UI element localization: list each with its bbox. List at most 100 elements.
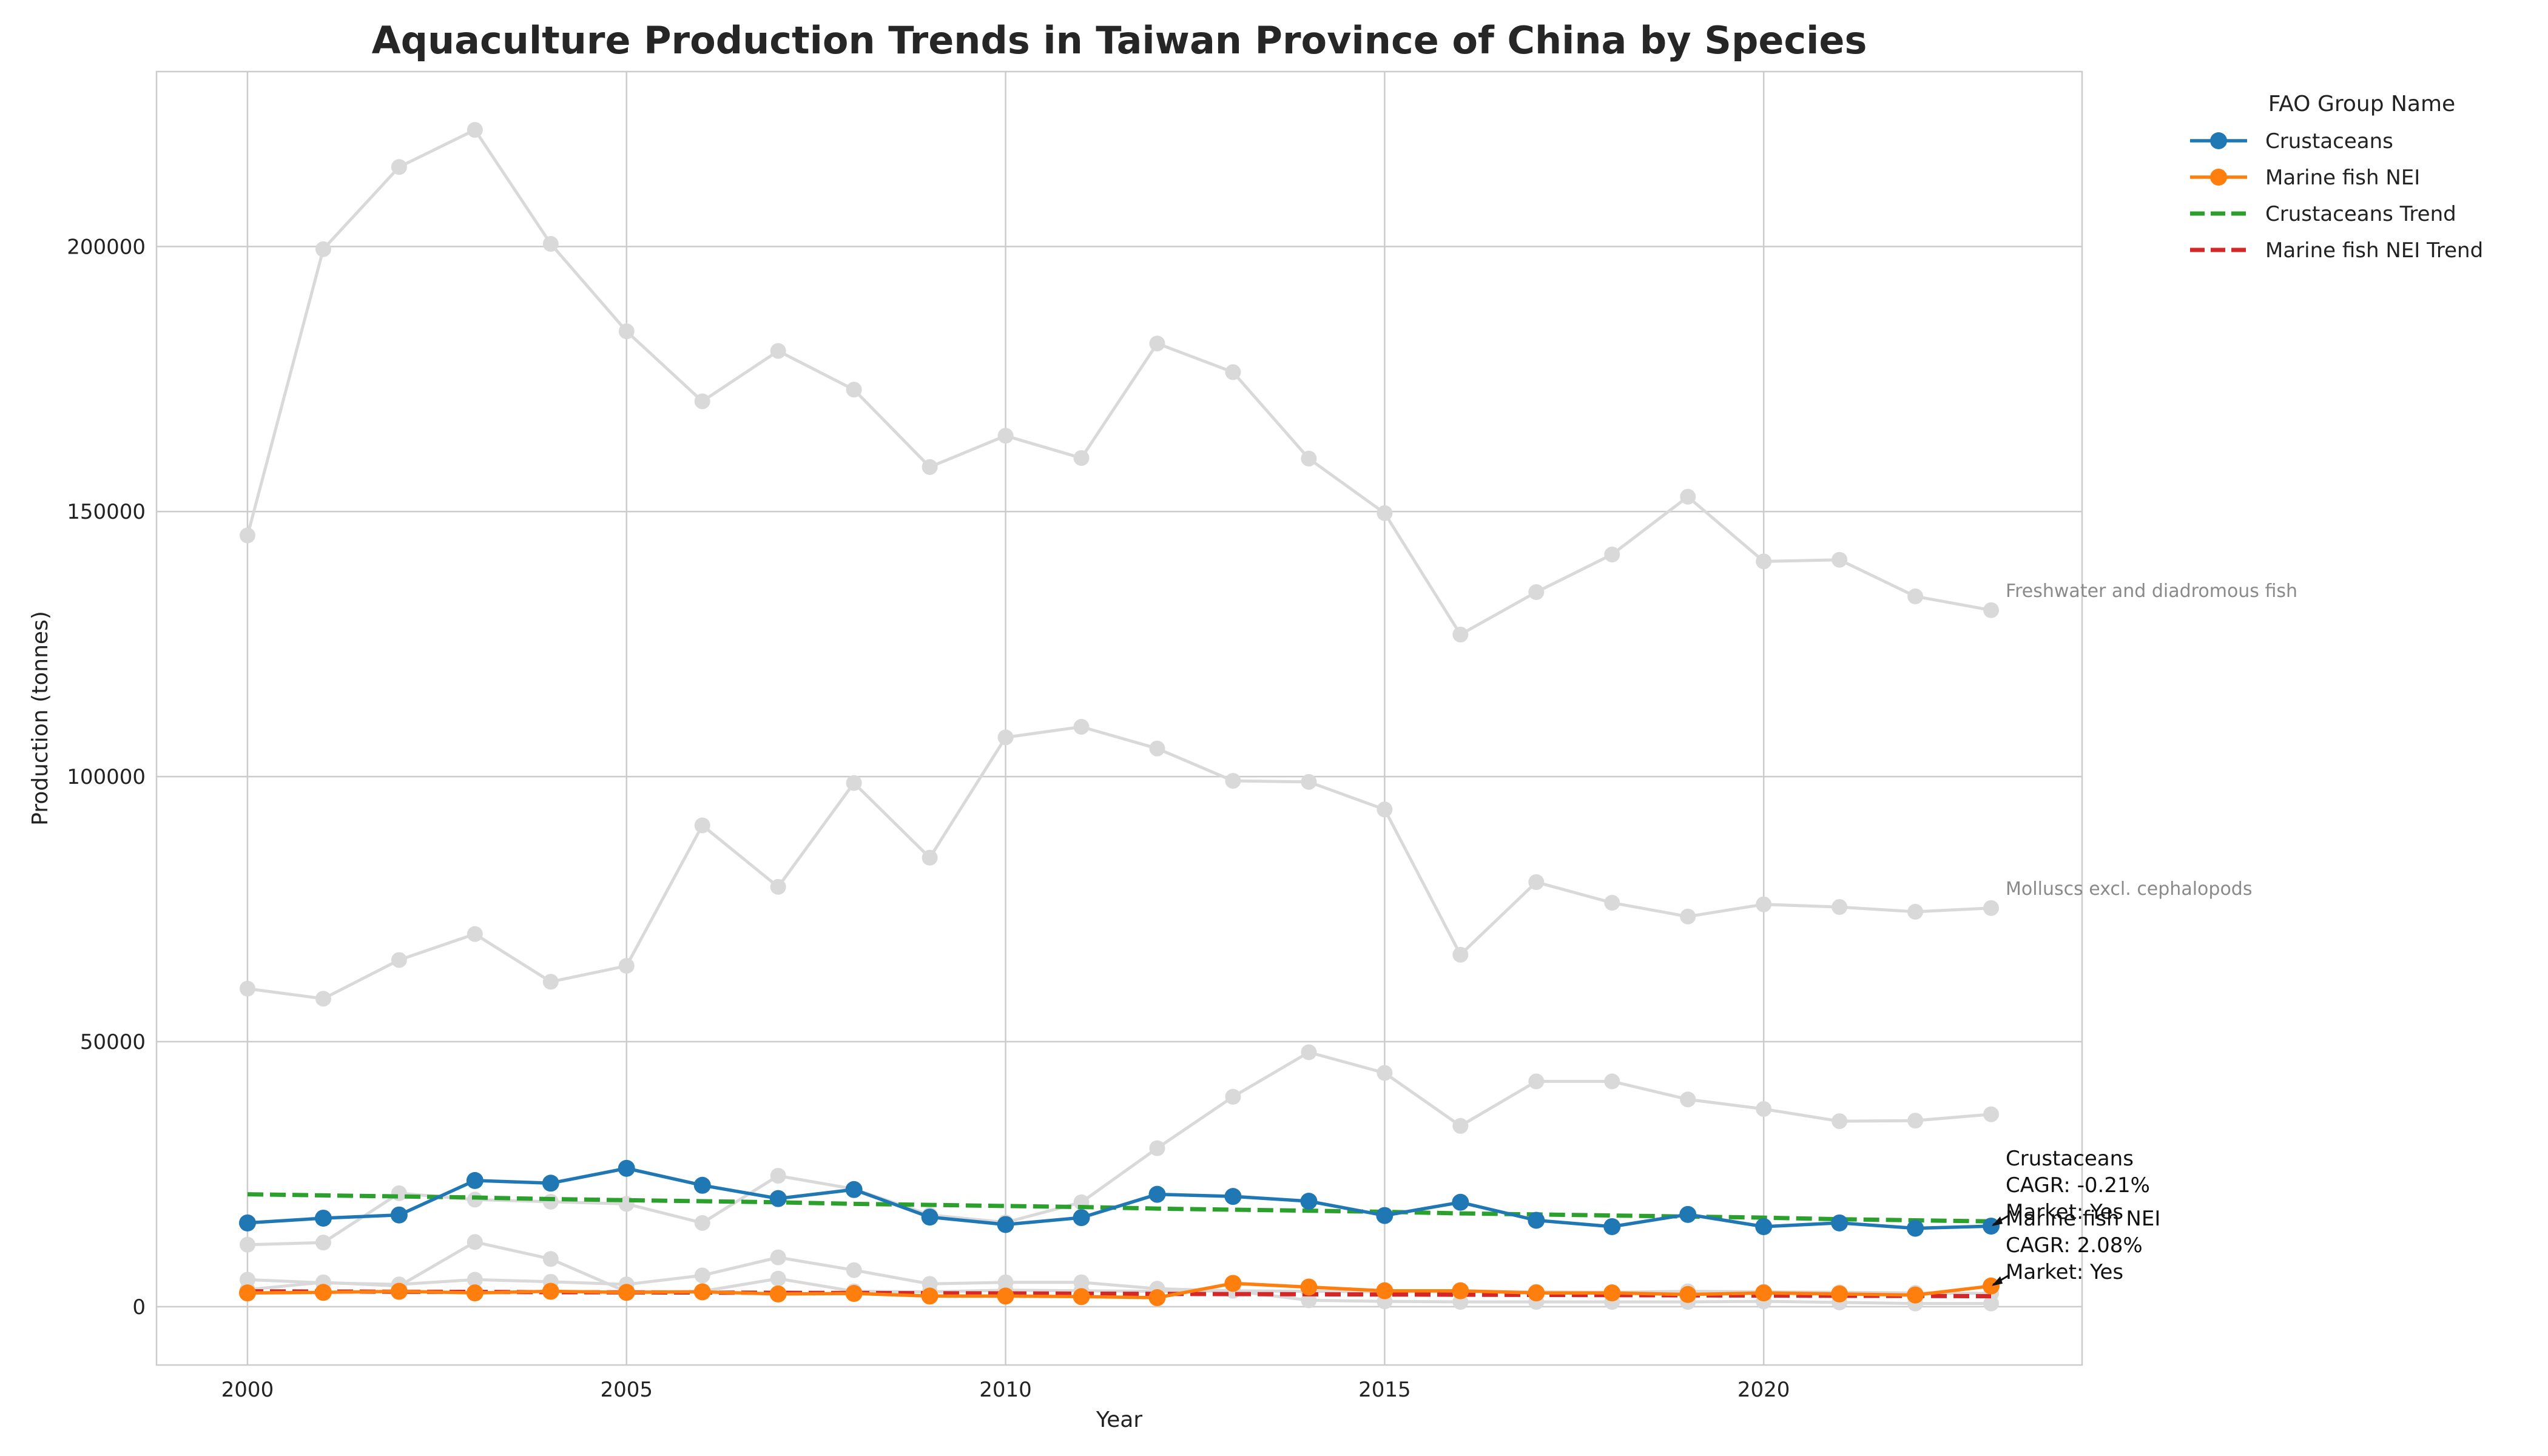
background-series-point bbox=[1528, 584, 1545, 601]
data-point-crustaceans-2006 bbox=[693, 1176, 711, 1194]
background-series-point bbox=[1225, 1088, 1241, 1105]
data-point-crustaceans-2008 bbox=[845, 1181, 863, 1198]
background-series-point bbox=[1073, 718, 1090, 735]
background-series-point bbox=[1452, 946, 1469, 963]
background-series-point bbox=[694, 393, 710, 410]
data-point-crustaceans-2012 bbox=[1148, 1185, 1166, 1203]
highlighted-series bbox=[238, 1159, 2000, 1307]
x-tick-label-2005: 2005 bbox=[600, 1378, 653, 1402]
background-series-point bbox=[542, 1193, 559, 1210]
data-point-marine-fish-nei-2008 bbox=[845, 1285, 863, 1303]
data-point-marine-fish-nei-2023 bbox=[1983, 1277, 2000, 1295]
annotation-line-2: CAGR: -0.21% bbox=[2006, 1173, 2150, 1198]
background-series-point bbox=[997, 729, 1014, 746]
data-point-crustaceans-2018 bbox=[1603, 1218, 1621, 1235]
data-point-marine-fish-nei-2009 bbox=[921, 1287, 939, 1305]
legend: FAO Group Name Crustaceans Marine fish NE… bbox=[2190, 92, 2483, 263]
background-series-point bbox=[1907, 903, 1924, 920]
series-crustaceans bbox=[238, 1159, 2000, 1237]
annotation-line-1: Marine fish NEI bbox=[2006, 1207, 2160, 1231]
data-point-marine-fish-nei-2013 bbox=[1224, 1275, 1242, 1292]
gridlines bbox=[157, 72, 2082, 1365]
background-series-point bbox=[694, 1215, 710, 1231]
background-series-point bbox=[1604, 547, 1620, 563]
data-point-crustaceans-2000 bbox=[238, 1214, 256, 1232]
background-series-point bbox=[1680, 488, 1696, 505]
annotation-arrowhead bbox=[1992, 1276, 2003, 1286]
data-point-crustaceans-2011 bbox=[1073, 1209, 1090, 1227]
background-series-point bbox=[1377, 801, 1393, 818]
x-tick-label-2000: 2000 bbox=[221, 1378, 274, 1402]
background-series-point bbox=[846, 1262, 862, 1278]
legend-label: Crustaceans bbox=[2265, 129, 2393, 153]
background-series-point bbox=[618, 958, 635, 974]
background-series-point bbox=[1301, 774, 1317, 790]
background-series-point bbox=[467, 1272, 483, 1288]
background-series-label-molluscs-excl-cephalopods: Molluscs excl. cephalopods bbox=[2006, 878, 2252, 900]
series-marine-fish-nei bbox=[238, 1275, 2000, 1307]
background-series-point bbox=[391, 952, 407, 968]
data-point-crustaceans-2015 bbox=[1376, 1207, 1394, 1224]
background-series-point bbox=[922, 849, 938, 866]
y-tick-label-150000: 150000 bbox=[67, 500, 146, 524]
background-series-point bbox=[1756, 1100, 1772, 1117]
background-series-point bbox=[1604, 895, 1620, 911]
background-series-point bbox=[770, 1249, 786, 1266]
background-series-point bbox=[770, 1270, 786, 1287]
data-point-crustaceans-2021 bbox=[1831, 1214, 1849, 1232]
legend-label: Marine fish NEI Trend bbox=[2265, 238, 2483, 263]
background-series-point bbox=[239, 980, 255, 997]
data-point-marine-fish-nei-2005 bbox=[618, 1284, 635, 1301]
background-series-point bbox=[315, 1235, 331, 1251]
background-series-point bbox=[1756, 896, 1772, 912]
background-series-point bbox=[1452, 626, 1469, 642]
data-point-crustaceans-2017 bbox=[1528, 1212, 1545, 1229]
background-series-1 bbox=[239, 122, 2000, 642]
background-series-point bbox=[694, 1267, 710, 1284]
background-series-point bbox=[1225, 773, 1241, 789]
background-series-point bbox=[315, 991, 331, 1007]
background-series-line bbox=[247, 1256, 1991, 1306]
x-tick-label-2020: 2020 bbox=[1737, 1378, 1790, 1402]
background-series-point bbox=[467, 926, 483, 942]
background-series-point bbox=[846, 382, 862, 398]
y-tick-label-100000: 100000 bbox=[67, 765, 146, 789]
data-point-marine-fish-nei-2012 bbox=[1148, 1289, 1166, 1307]
background-series-point bbox=[1983, 1106, 2000, 1122]
plot-background bbox=[157, 72, 2082, 1365]
background-series-2 bbox=[239, 718, 2000, 1007]
annotation-line-2: CAGR: 2.08% bbox=[2006, 1233, 2143, 1258]
x-tick-label-2010: 2010 bbox=[979, 1378, 1032, 1402]
y-tick-label-50000: 50000 bbox=[80, 1030, 146, 1054]
data-point-marine-fish-nei-2001 bbox=[314, 1284, 332, 1301]
background-series-point bbox=[770, 1168, 786, 1184]
y-tick-label-200000: 200000 bbox=[67, 235, 146, 259]
data-point-crustaceans-2002 bbox=[390, 1206, 408, 1224]
data-point-marine-fish-nei-2006 bbox=[693, 1283, 711, 1301]
background-series-point bbox=[542, 235, 559, 252]
background-series-line bbox=[247, 1240, 1992, 1295]
background-series-point bbox=[770, 343, 786, 359]
data-point-marine-fish-nei-2007 bbox=[769, 1285, 787, 1303]
background-series-point bbox=[922, 459, 938, 475]
data-point-crustaceans-2004 bbox=[542, 1175, 559, 1192]
plot-frame bbox=[155, 70, 2083, 1366]
data-point-marine-fish-nei-2000 bbox=[238, 1284, 256, 1302]
annotation-line-3: Market: Yes bbox=[2006, 1260, 2123, 1284]
background-series-point bbox=[1452, 1117, 1469, 1134]
annotation-line-3: Market: Yes bbox=[2006, 1200, 2123, 1224]
data-point-crustaceans-2019 bbox=[1679, 1205, 1697, 1223]
background-series-3 bbox=[239, 1044, 2000, 1253]
data-point-marine-fish-nei-2014 bbox=[1300, 1278, 1318, 1296]
data-point-crustaceans-2007 bbox=[769, 1190, 787, 1207]
data-point-marine-fish-nei-2019 bbox=[1679, 1286, 1697, 1303]
background-series-point bbox=[694, 817, 710, 834]
data-point-crustaceans-2022 bbox=[1907, 1219, 1924, 1237]
data-point-marine-fish-nei-2020 bbox=[1755, 1284, 1773, 1302]
legend-entry-marine-fish-nei-trend: Marine fish NEI Trend bbox=[2190, 238, 2483, 263]
background-series-point bbox=[1983, 602, 2000, 618]
data-point-crustaceans-2003 bbox=[466, 1171, 484, 1189]
background-series-point bbox=[315, 241, 331, 257]
background-series-point bbox=[467, 1234, 483, 1250]
